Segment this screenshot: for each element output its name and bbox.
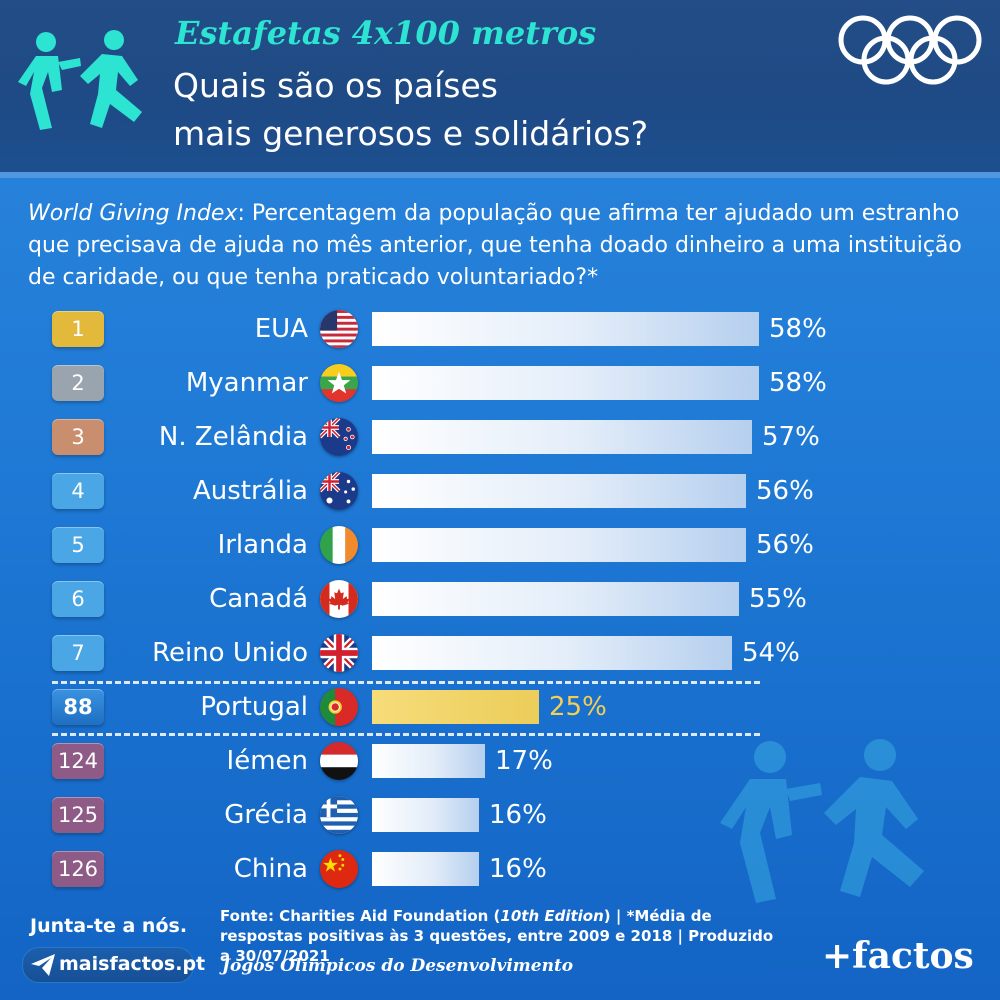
paper-plane-icon [31,954,55,976]
subtitle-text: : Percentagem da população que afirma te… [28,201,962,290]
country-label: Myanmar [185,368,308,398]
website-button[interactable]: maisfactos.pt [22,947,205,983]
brand-logo: +factos [822,935,974,977]
us-flag-icon [320,310,358,348]
ranking-divider-top [52,681,760,684]
country-label: Grécia [224,800,308,830]
rank-badge: 1 [52,311,104,347]
bar [372,744,485,778]
page-title: Quais são os países mais generosos e sol… [173,62,648,158]
value-label: 58% [769,314,827,344]
website-link[interactable]: maisfactos.pt [59,953,206,975]
uk-flag-icon [320,634,358,672]
value-label: 55% [749,584,807,614]
value-label: 17% [495,746,553,776]
rank-badge: 3 [52,419,104,455]
country-label: China [233,854,308,884]
china-flag-icon [320,850,358,888]
value-label: 56% [756,476,814,506]
source-edition: 10th Edition [500,907,604,925]
rank-badge: 126 [52,851,104,887]
rank-badge: 5 [52,527,104,563]
olympic-rings-icon [838,15,982,85]
country-label: Canadá [209,584,308,614]
rank-badge: 88 [52,689,104,725]
rank-badge: 4 [52,473,104,509]
title-line-1: Quais são os países [173,66,498,105]
country-label: Portugal [200,692,308,722]
header-banner: Estafetas 4x100 metros Quais são os país… [0,0,1000,172]
rank-badge: 7 [52,635,104,671]
background-runners-icon [720,739,924,903]
bar [372,420,752,454]
source-text-a: Fonte: Charities Aid Foundation ( [220,907,501,925]
value-label: 16% [489,800,547,830]
greece-flag-icon [320,796,358,834]
bar [372,528,746,562]
header-divider [0,172,1000,178]
source-text-b: ) | *Média de respostas positivas às 3 q… [220,907,774,965]
chart-subtitle: World Giving Index: Percentagem da popul… [28,198,978,294]
rank-badge: 124 [52,743,104,779]
country-label: EUA [254,314,308,344]
myanmar-flag-icon [320,364,358,402]
kicker-title: Estafetas 4x100 metros [175,14,597,52]
australia-flag-icon [320,472,358,510]
country-label: N. Zelândia [158,422,308,452]
portugal-flag-icon [320,688,358,726]
bar [372,366,759,400]
series-name: Jogos Olímpicos do Desenvolvimento [222,956,574,976]
value-label: 58% [769,368,827,398]
country-label: Iémen [226,746,308,776]
value-label: 25% [549,692,607,722]
subtitle-index-name: World Giving Index [28,201,238,226]
value-label: 56% [756,530,814,560]
value-label: 16% [489,854,547,884]
rank-badge: 6 [52,581,104,617]
title-line-2: mais generosos e solidários? [173,114,649,153]
canada-flag-icon [320,580,358,618]
country-label: Austrália [192,476,308,506]
new-zealand-flag-icon [320,418,358,456]
bar [372,636,732,670]
bar [372,690,539,724]
country-label: Reino Unido [152,638,308,668]
yemen-flag-icon [320,742,358,780]
value-label: 54% [742,638,800,668]
country-label: Irlanda [217,530,308,560]
bar [372,312,759,346]
bar [372,852,479,886]
bar [372,474,746,508]
value-label: 57% [762,422,820,452]
ireland-flag-icon [320,526,358,564]
source-note: Fonte: Charities Aid Foundation (10th Ed… [220,906,780,966]
relay-runners-icon [18,30,142,130]
join-label: Junta-te a nós. [30,915,188,937]
bar [372,798,479,832]
ranking-divider-bottom [52,733,760,736]
rank-badge: 125 [52,797,104,833]
bar [372,582,739,616]
rank-badge: 2 [52,365,104,401]
